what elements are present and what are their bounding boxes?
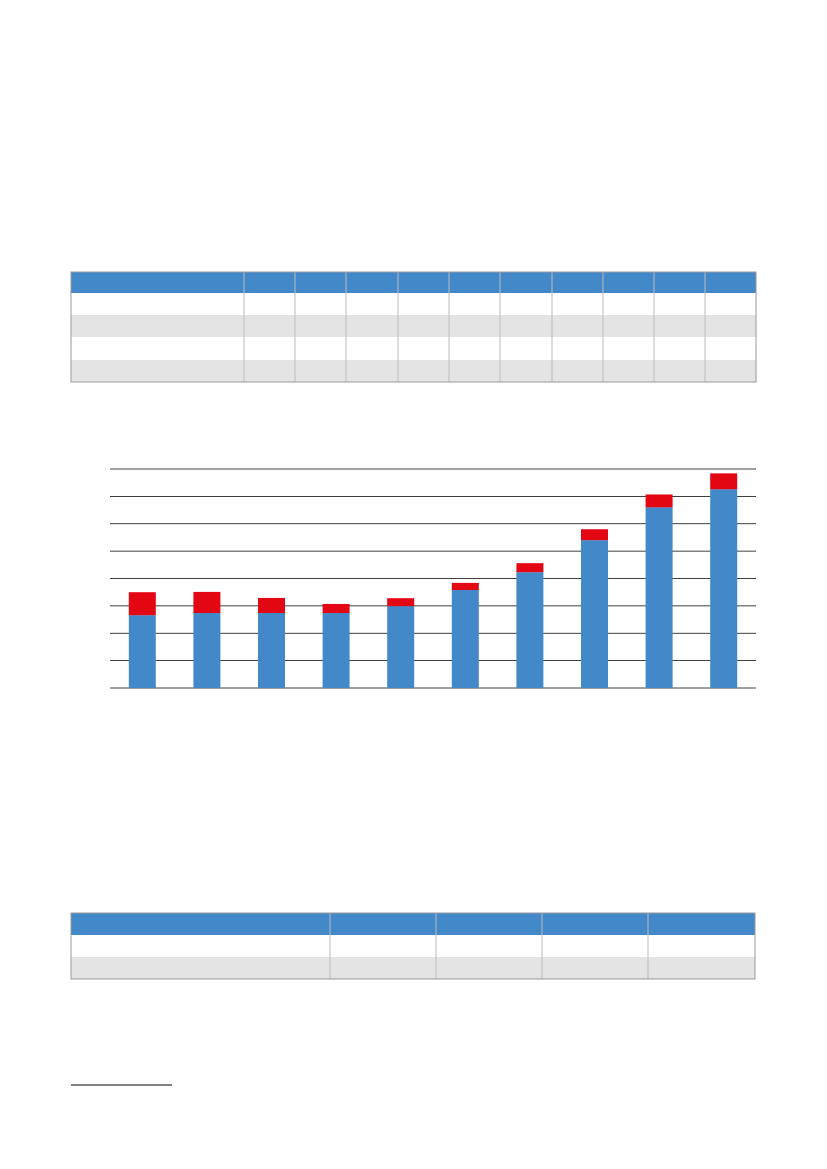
table-border — [70, 271, 757, 383]
table-row — [71, 337, 756, 360]
bar — [645, 494, 673, 508]
bar — [258, 597, 285, 613]
table-header — [71, 913, 755, 935]
bar — [451, 589, 479, 688]
bar — [516, 572, 544, 688]
bar — [645, 507, 673, 688]
bar — [193, 612, 221, 688]
bar — [322, 603, 350, 613]
bar — [258, 612, 285, 688]
bar — [128, 592, 156, 616]
table-header — [71, 272, 756, 293]
table-row — [71, 315, 756, 337]
bar — [387, 598, 415, 607]
table-row — [71, 360, 756, 382]
bar — [451, 582, 479, 590]
bar — [516, 563, 544, 573]
bar — [322, 612, 350, 688]
bar — [710, 489, 738, 688]
bar — [193, 591, 221, 613]
bar — [581, 529, 608, 541]
bar — [581, 540, 608, 688]
bar — [128, 615, 156, 688]
table-row — [71, 293, 756, 315]
table-row — [71, 935, 755, 957]
bar — [710, 473, 738, 490]
table-row — [71, 957, 755, 979]
tables — [70, 271, 757, 980]
table-border — [70, 912, 756, 980]
chart — [110, 468, 756, 689]
bar — [387, 606, 415, 688]
